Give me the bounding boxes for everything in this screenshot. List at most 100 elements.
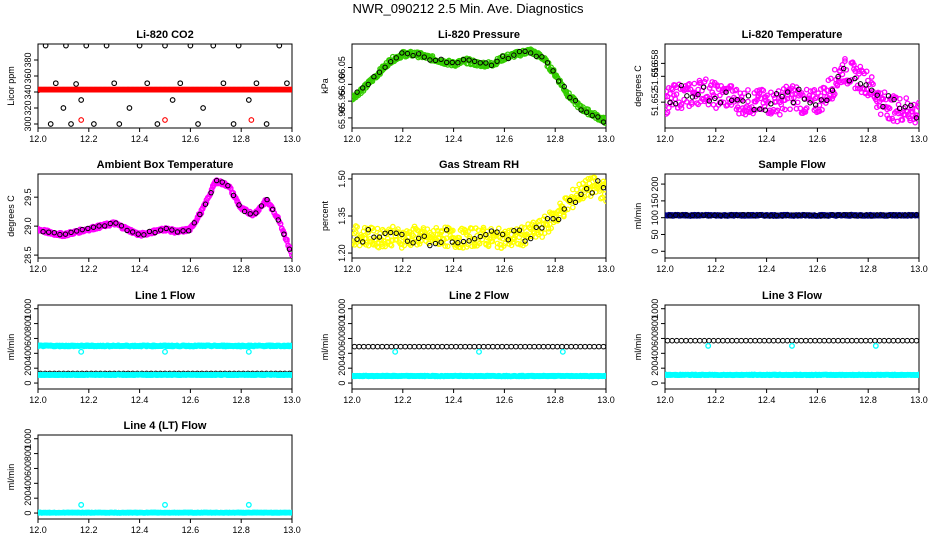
- data-point: [564, 206, 571, 213]
- y-tick-label: 1000: [23, 429, 33, 449]
- data-point: [376, 234, 383, 240]
- data-point: [857, 81, 864, 87]
- data-point: [219, 179, 225, 185]
- data-point: [665, 104, 672, 111]
- data-layer: [352, 343, 606, 380]
- data-point: [511, 54, 517, 60]
- data-point: [738, 337, 745, 344]
- plot-frame: [37, 43, 293, 129]
- data-point: [586, 343, 593, 350]
- y-tick-label: 0: [337, 381, 347, 386]
- data-point: [678, 337, 685, 344]
- data-point: [389, 223, 396, 230]
- data-point: [695, 91, 701, 98]
- plot-frame: [37, 434, 293, 520]
- x-tick-label: 12.2: [80, 134, 98, 144]
- y-tick-label: 340: [23, 84, 33, 99]
- data-point: [365, 81, 371, 88]
- data-point: [728, 212, 735, 218]
- data-point: [449, 239, 455, 245]
- y-tick-label: 0: [650, 249, 660, 254]
- data-point: [842, 58, 848, 64]
- data-point: [515, 241, 521, 247]
- x-tick-label: 12.6: [182, 395, 200, 405]
- data-point: [258, 203, 265, 209]
- data-point: [816, 337, 823, 344]
- data-layer: [38, 177, 292, 258]
- data-point: [740, 212, 746, 218]
- x-tick-label: 12.4: [131, 525, 149, 535]
- y-tick-label: 28.5: [23, 246, 33, 264]
- data-point: [818, 212, 824, 219]
- data-point: [462, 343, 468, 350]
- data-point: [600, 343, 606, 350]
- data-point: [522, 343, 528, 350]
- data-point: [399, 50, 405, 56]
- data-point: [706, 337, 712, 344]
- data-point: [826, 337, 832, 344]
- data-point: [782, 106, 788, 113]
- data-point: [533, 53, 539, 59]
- data-point: [471, 58, 478, 65]
- data-point: [897, 95, 903, 102]
- data-point: [494, 343, 501, 350]
- data-point: [535, 218, 542, 225]
- data-point: [505, 55, 511, 62]
- data-point: [868, 212, 875, 219]
- y-tick-label: 400: [337, 346, 347, 361]
- data-point: [868, 74, 875, 80]
- data-point: [802, 106, 809, 113]
- data-point: [471, 343, 478, 350]
- data-point: [862, 337, 869, 344]
- data-point: [811, 86, 818, 93]
- data-point: [52, 80, 59, 87]
- data-layer: [665, 55, 919, 126]
- data-point: [162, 348, 168, 355]
- data-point: [818, 97, 824, 103]
- y-axis-label: degrees C: [6, 195, 16, 237]
- data-point: [382, 64, 388, 70]
- data-point: [264, 196, 270, 203]
- data-point: [793, 337, 800, 344]
- data-point: [773, 91, 780, 97]
- data-point: [715, 337, 722, 344]
- data-point: [516, 227, 523, 233]
- data-point: [667, 99, 673, 106]
- data-point: [284, 236, 290, 243]
- y-axis-label: ml/min: [6, 334, 16, 361]
- data-point: [522, 238, 528, 244]
- data-point: [393, 55, 399, 61]
- y-tick-label: 1.20: [337, 244, 347, 262]
- x-tick-label: 12.8: [232, 264, 250, 274]
- data-point: [591, 343, 598, 350]
- data-point: [503, 343, 510, 350]
- data-point: [402, 343, 409, 350]
- y-tick-label: 65.90: [337, 107, 347, 130]
- data-point: [779, 93, 785, 100]
- data-point: [768, 101, 774, 107]
- data-point: [868, 87, 875, 93]
- data-point: [807, 212, 813, 219]
- data-point: [881, 89, 888, 96]
- x-tick-label: 12.2: [707, 395, 725, 405]
- data-point: [442, 243, 449, 249]
- y-tick-label: 66.00: [337, 73, 347, 96]
- data-layer: [38, 342, 292, 379]
- data-point: [591, 174, 598, 181]
- data-point: [839, 337, 846, 344]
- data-point: [40, 228, 46, 235]
- data-point: [230, 192, 237, 199]
- data-point: [443, 227, 450, 233]
- x-tick-label: 12.2: [394, 395, 412, 405]
- data-point: [73, 81, 79, 87]
- data-point: [411, 343, 418, 350]
- data-point: [485, 241, 492, 248]
- x-tick-label: 12.6: [182, 525, 200, 535]
- y-tick-label: 51.652: [650, 88, 660, 116]
- data-point: [689, 94, 696, 100]
- data-point: [96, 223, 102, 229]
- y-tick-label: 66.05: [337, 56, 347, 79]
- data-point: [880, 103, 886, 110]
- data-point: [904, 337, 911, 344]
- data-point: [563, 343, 570, 350]
